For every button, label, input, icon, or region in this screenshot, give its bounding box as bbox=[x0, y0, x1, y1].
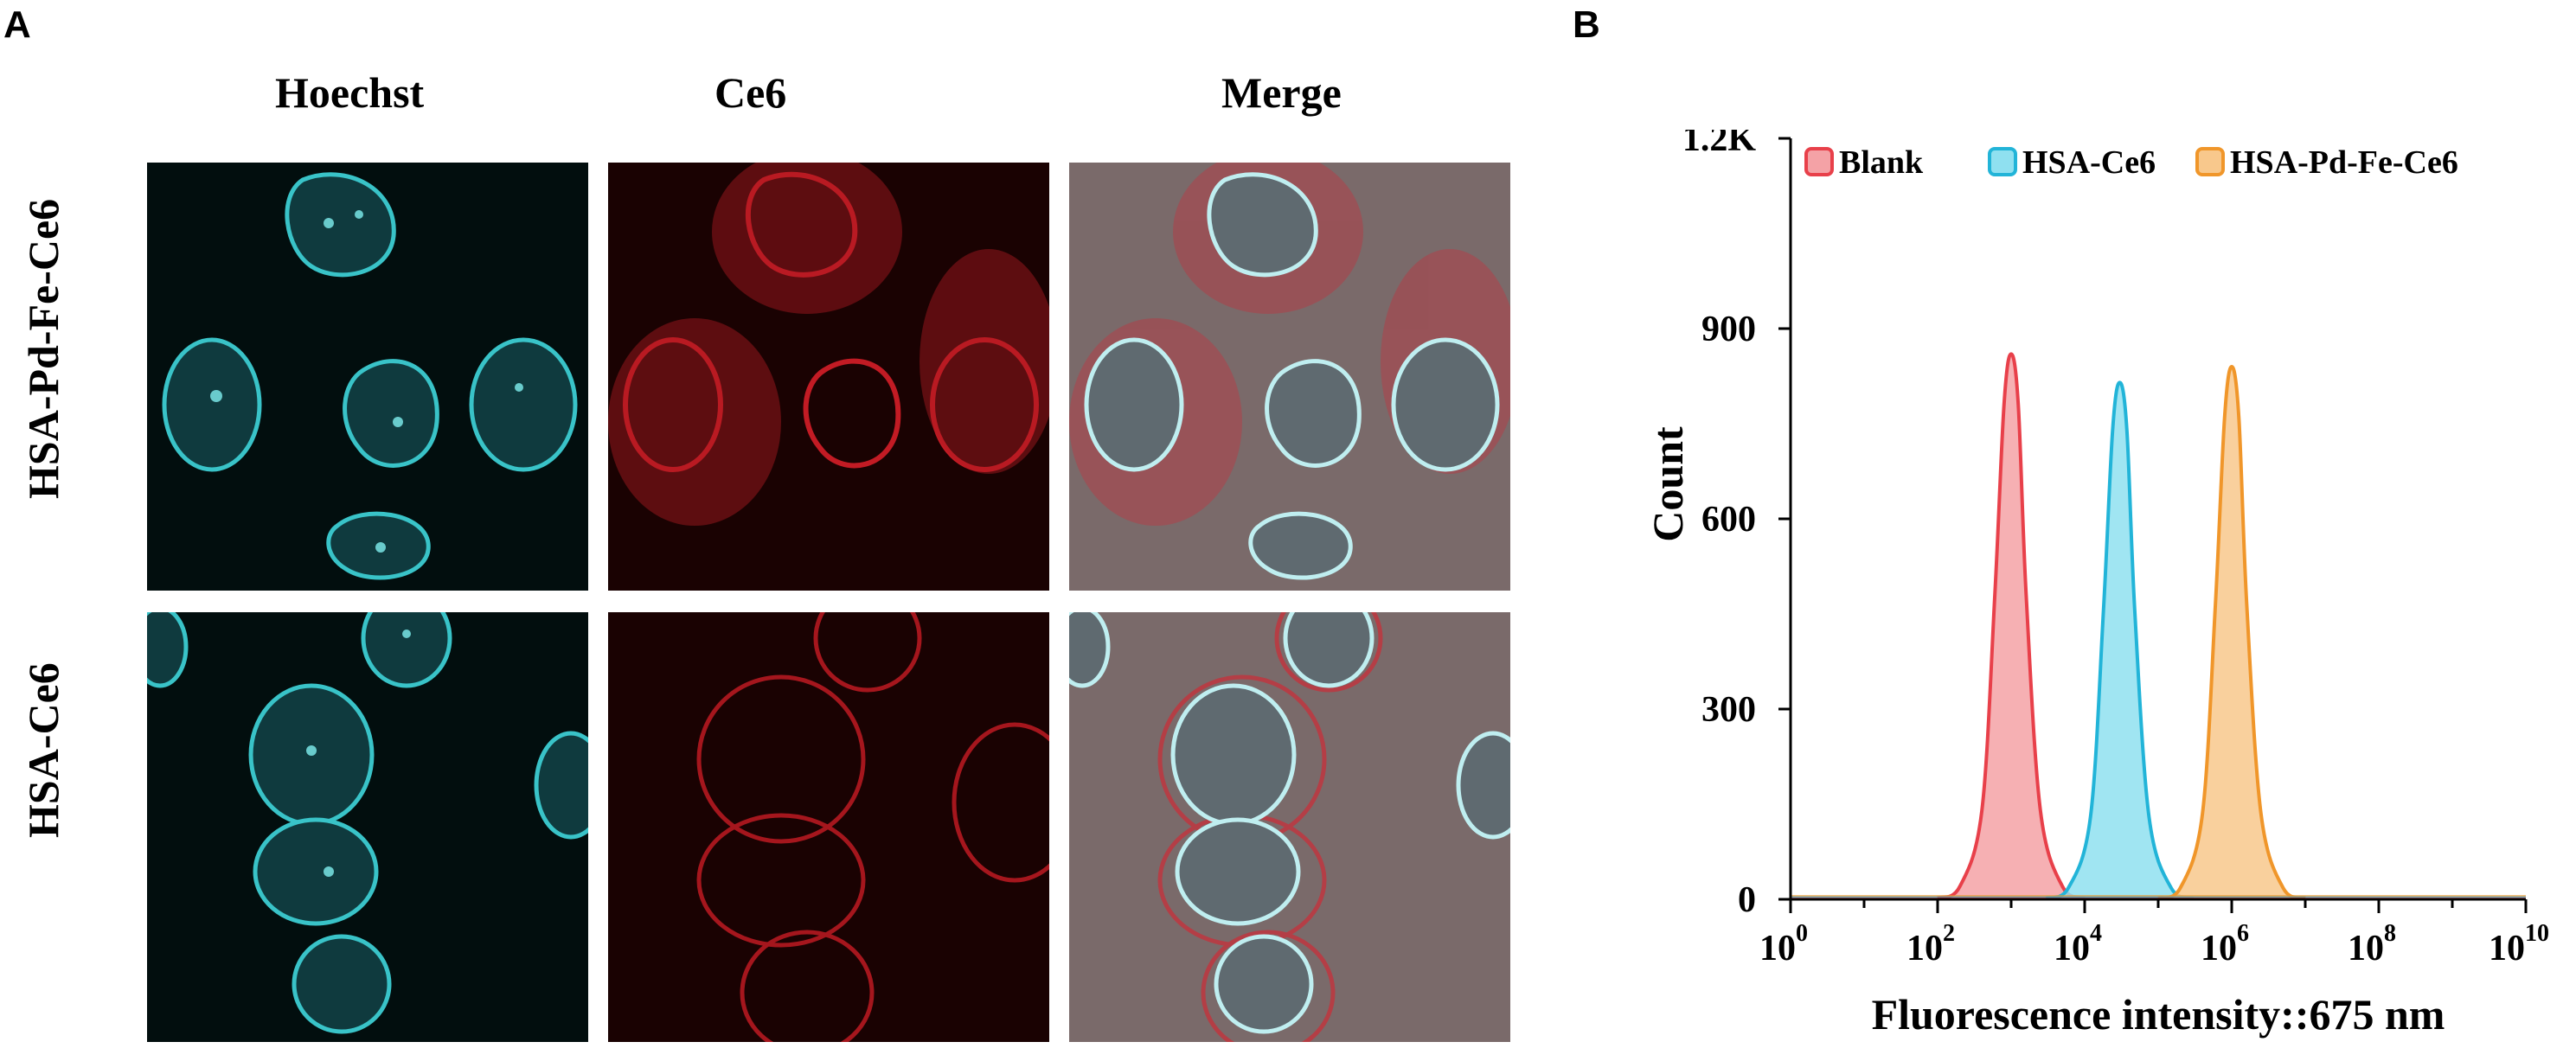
x-tick-exponent-4: 8 bbox=[2384, 920, 2396, 947]
series-line-1 bbox=[2045, 380, 2195, 900]
x-tick-exponent-3: 6 bbox=[2237, 920, 2249, 947]
y-axis-title: Count bbox=[1644, 426, 1692, 542]
column-label-ce6: Ce6 bbox=[714, 68, 787, 117]
x-tick-exponent-5: 10 bbox=[2525, 920, 2549, 947]
legend-swatch-0 bbox=[1804, 147, 1834, 176]
series-area-2 bbox=[2158, 367, 2305, 899]
x-tick-label-0: 100 bbox=[1759, 920, 1808, 968]
legend-swatch-1 bbox=[1988, 147, 2017, 176]
column-label-merge: Merge bbox=[1221, 68, 1342, 117]
series-area-1 bbox=[2046, 382, 2194, 899]
legend-label-1: HSA-Ce6 bbox=[2022, 144, 2156, 181]
x-tick-label-2: 104 bbox=[2054, 920, 2102, 968]
series-line-2 bbox=[2157, 364, 2306, 900]
y-tick-label-1: 300 bbox=[1701, 690, 1756, 730]
legend-label-2: HSA-Pd-Fe-Ce6 bbox=[2230, 144, 2458, 181]
legend-label-0: Blank bbox=[1839, 144, 1924, 181]
y-tick-label-0: 0 bbox=[1738, 880, 1756, 920]
x-tick-label-4: 108 bbox=[2348, 920, 2396, 968]
y-tick-label-3: 900 bbox=[1701, 310, 1756, 349]
micrograph-ce6-row2 bbox=[608, 612, 1049, 1042]
panel-b-letter: B bbox=[1573, 3, 1600, 46]
series-line-0 bbox=[1937, 352, 2086, 900]
micrograph-merge-row2 bbox=[1069, 612, 1510, 1042]
x-tick-exponent-0: 0 bbox=[1796, 920, 1808, 947]
x-tick-label-1: 102 bbox=[1906, 920, 1955, 968]
panel-a-letter: A bbox=[3, 3, 31, 46]
column-label-hoechst: Hoechst bbox=[275, 68, 425, 117]
x-axis-title: Fluorescence intensity::675 nm bbox=[1872, 990, 2445, 1039]
series-area-0 bbox=[1938, 354, 2085, 899]
x-tick-exponent-2: 4 bbox=[2090, 920, 2102, 947]
x-tick-exponent-1: 2 bbox=[1943, 920, 1955, 947]
micrograph-hoechst-row1 bbox=[147, 163, 588, 591]
x-tick-label-3: 106 bbox=[2201, 920, 2249, 968]
micrograph-hoechst-row2 bbox=[147, 612, 588, 1042]
row-label-hsa-ce6: HSA-Ce6 bbox=[19, 662, 67, 838]
micrograph-merge-row1 bbox=[1069, 163, 1510, 591]
y-tick-label-4: 1.2K bbox=[1682, 130, 1757, 159]
row-label-hsa-pd-fe-ce6: HSA-Pd-Fe-Ce6 bbox=[19, 198, 67, 499]
legend-swatch-2 bbox=[2195, 147, 2225, 176]
micrograph-ce6-row1 bbox=[608, 163, 1049, 591]
y-tick-label-2: 600 bbox=[1701, 500, 1756, 540]
x-tick-label-5: 1010 bbox=[2489, 920, 2549, 968]
